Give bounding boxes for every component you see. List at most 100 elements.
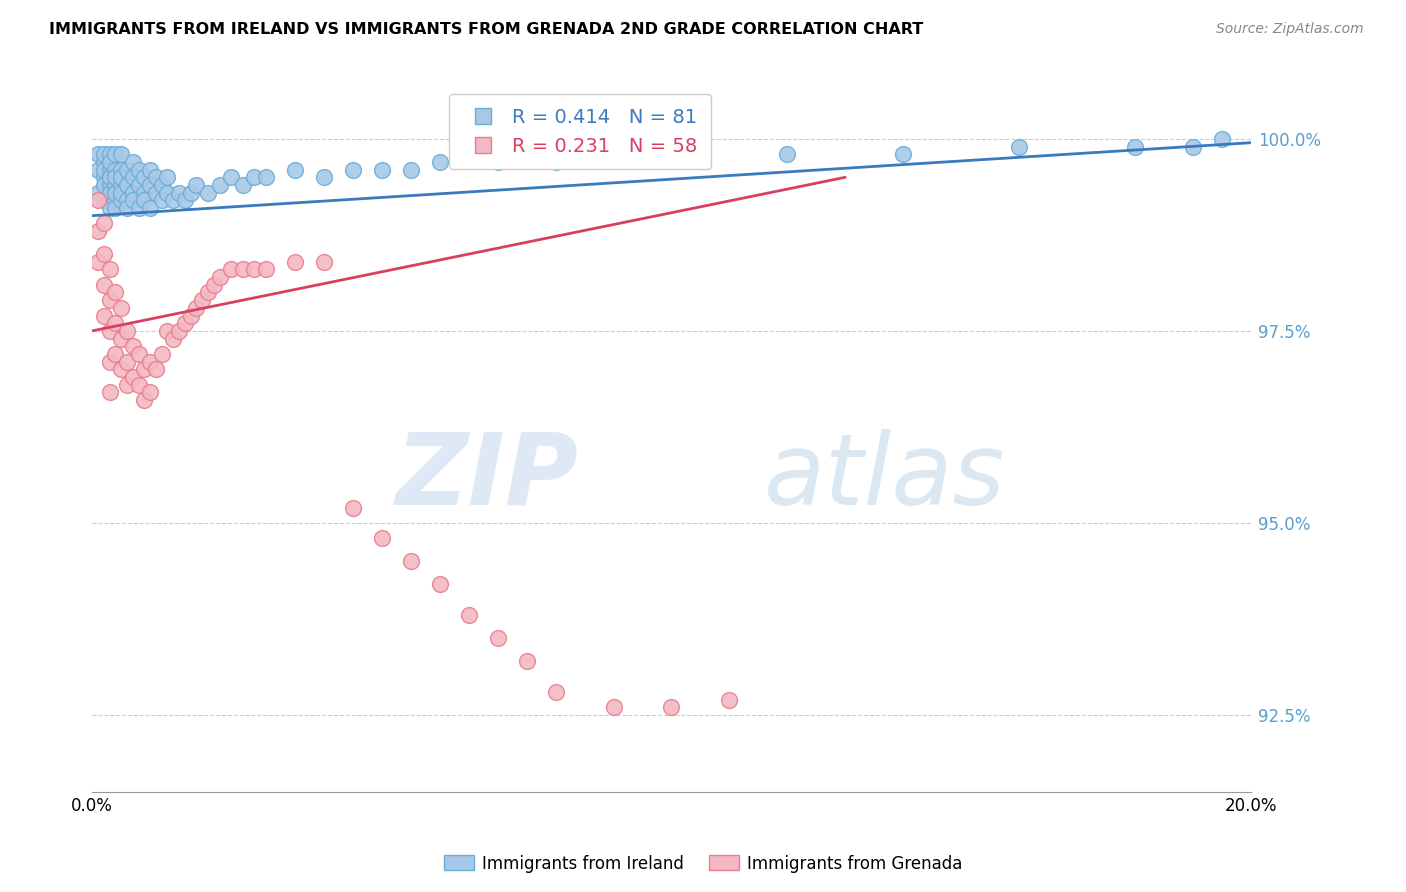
Point (162, 194, 184, 208)
Point (98, 186, 121, 200)
Point (544, 685, 567, 699)
Point (243, 262, 266, 277)
Point (104, 316, 127, 330)
Point (104, 162, 127, 177)
Point (180, 186, 202, 200)
Point (232, 262, 254, 277)
Point (98, 170, 121, 185)
Point (110, 186, 132, 200)
Point (139, 162, 162, 177)
Point (104, 170, 127, 185)
Point (115, 201, 138, 215)
Point (104, 201, 127, 215)
Point (121, 339, 143, 353)
Point (98, 155, 121, 169)
Point (486, 631, 509, 645)
Point (128, 347, 150, 361)
Point (104, 147, 127, 161)
Point (115, 162, 138, 177)
Point (98, 262, 121, 277)
Point (208, 178, 231, 192)
Point (139, 201, 162, 215)
Point (457, 608, 479, 623)
Point (93, 277, 115, 292)
Point (371, 162, 394, 177)
Point (115, 194, 138, 208)
Point (342, 162, 364, 177)
Point (128, 377, 150, 392)
Point (121, 194, 143, 208)
Point (145, 170, 167, 185)
Point (544, 155, 567, 169)
Point (162, 332, 184, 346)
Point (104, 347, 127, 361)
Point (150, 178, 173, 192)
Point (312, 254, 335, 268)
Point (661, 147, 683, 161)
Point (110, 147, 132, 161)
Point (98, 186, 121, 200)
Point (93, 178, 115, 192)
Point (718, 692, 741, 706)
Point (87, 186, 110, 200)
Point (93, 147, 115, 161)
Point (93, 247, 115, 261)
Point (93, 162, 115, 177)
Point (134, 362, 156, 376)
Point (399, 162, 422, 177)
Point (254, 170, 277, 185)
Text: Source: ZipAtlas.com: Source: ZipAtlas.com (1216, 22, 1364, 37)
Point (1211, 132, 1233, 146)
Point (156, 170, 179, 185)
Point (98, 178, 121, 192)
Point (134, 170, 156, 185)
Point (202, 277, 225, 292)
Point (243, 170, 266, 185)
Point (312, 170, 335, 185)
Point (110, 362, 132, 376)
Point (661, 700, 683, 714)
Point (1123, 139, 1146, 153)
Point (128, 201, 150, 215)
Point (98, 170, 121, 185)
Point (891, 147, 914, 161)
Point (87, 147, 110, 161)
Point (139, 385, 162, 400)
Point (516, 654, 538, 668)
Point (191, 293, 214, 308)
Point (121, 170, 143, 185)
Point (98, 147, 121, 161)
Point (173, 316, 195, 330)
Point (284, 254, 307, 268)
Point (134, 186, 156, 200)
Point (121, 186, 143, 200)
Point (232, 178, 254, 192)
Point (399, 554, 422, 568)
Point (150, 194, 173, 208)
Point (180, 309, 202, 323)
Point (98, 324, 121, 338)
Point (208, 270, 231, 285)
Point (128, 178, 150, 192)
Point (284, 162, 307, 177)
Point (197, 285, 219, 300)
Point (486, 155, 509, 169)
Point (429, 155, 451, 169)
Legend: R = 0.414   N = 81, R = 0.231   N = 58: R = 0.414 N = 81, R = 0.231 N = 58 (450, 95, 710, 169)
Point (93, 194, 115, 208)
Point (139, 178, 162, 192)
Point (145, 186, 167, 200)
Text: ZIP: ZIP (395, 429, 579, 526)
Point (104, 186, 127, 200)
Point (156, 324, 179, 338)
Point (93, 155, 115, 169)
Point (115, 324, 138, 338)
Point (87, 254, 110, 268)
Legend: Immigrants from Ireland, Immigrants from Grenada: Immigrants from Ireland, Immigrants from… (437, 848, 969, 880)
Point (776, 147, 799, 161)
Point (98, 162, 121, 177)
Point (98, 293, 121, 308)
Point (98, 201, 121, 215)
Point (128, 162, 150, 177)
Point (110, 301, 132, 315)
